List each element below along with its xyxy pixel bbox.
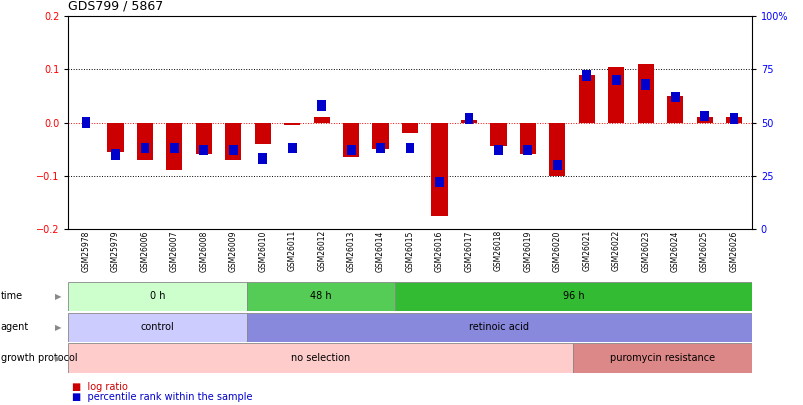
Bar <box>258 153 267 164</box>
Text: growth protocol: growth protocol <box>1 353 77 363</box>
Bar <box>434 177 443 188</box>
Text: ■  percentile rank within the sample: ■ percentile rank within the sample <box>72 392 253 402</box>
Bar <box>317 100 326 111</box>
Bar <box>255 122 271 144</box>
Bar <box>68 343 573 373</box>
Text: GDS799 / 5867: GDS799 / 5867 <box>68 0 163 12</box>
Bar <box>695 117 711 122</box>
Bar <box>169 143 178 153</box>
Bar <box>68 282 247 311</box>
Bar <box>343 122 359 157</box>
Text: no selection: no selection <box>291 353 350 363</box>
Bar <box>166 122 182 171</box>
Bar <box>283 122 300 125</box>
Bar <box>372 122 388 149</box>
Bar <box>431 122 447 215</box>
Bar <box>578 75 594 122</box>
Bar <box>195 122 212 154</box>
Bar <box>548 122 565 176</box>
Bar <box>581 70 590 81</box>
Bar <box>637 64 653 122</box>
Text: 0 h: 0 h <box>149 292 165 301</box>
Text: time: time <box>1 292 23 301</box>
Bar <box>229 145 238 156</box>
Bar <box>199 145 208 156</box>
Bar <box>670 92 679 102</box>
Bar <box>376 143 385 153</box>
Text: retinoic acid: retinoic acid <box>469 322 528 332</box>
Bar <box>464 113 473 124</box>
Bar <box>108 122 124 152</box>
Text: control: control <box>141 322 174 332</box>
Bar <box>111 149 120 160</box>
Bar <box>641 79 650 90</box>
Bar <box>573 343 751 373</box>
Text: agent: agent <box>1 322 29 332</box>
Bar <box>141 143 149 153</box>
Bar <box>552 160 561 171</box>
Text: ▶: ▶ <box>55 292 62 301</box>
Text: 96 h: 96 h <box>562 292 584 301</box>
Bar <box>493 145 502 156</box>
Bar <box>523 145 532 156</box>
Bar <box>81 117 90 128</box>
Bar <box>519 122 536 154</box>
Text: ▶: ▶ <box>55 354 62 362</box>
Bar <box>490 122 506 147</box>
Bar <box>460 120 476 122</box>
Bar <box>247 282 395 311</box>
Bar <box>666 96 683 122</box>
Text: 48 h: 48 h <box>310 292 332 301</box>
Bar <box>225 122 241 160</box>
Bar <box>402 122 418 133</box>
Bar <box>247 313 751 342</box>
Text: ■  log ratio: ■ log ratio <box>72 382 128 392</box>
Bar <box>68 313 247 342</box>
Bar <box>395 282 751 311</box>
Bar <box>313 117 329 122</box>
Bar <box>137 122 153 160</box>
Bar <box>406 143 414 153</box>
Text: ▶: ▶ <box>55 323 62 332</box>
Bar <box>725 117 741 122</box>
Bar <box>287 143 296 153</box>
Bar <box>346 145 355 156</box>
Bar <box>699 111 708 122</box>
Bar <box>611 75 620 85</box>
Text: puromycin resistance: puromycin resistance <box>609 353 715 363</box>
Bar <box>607 67 624 122</box>
Bar <box>729 113 738 124</box>
